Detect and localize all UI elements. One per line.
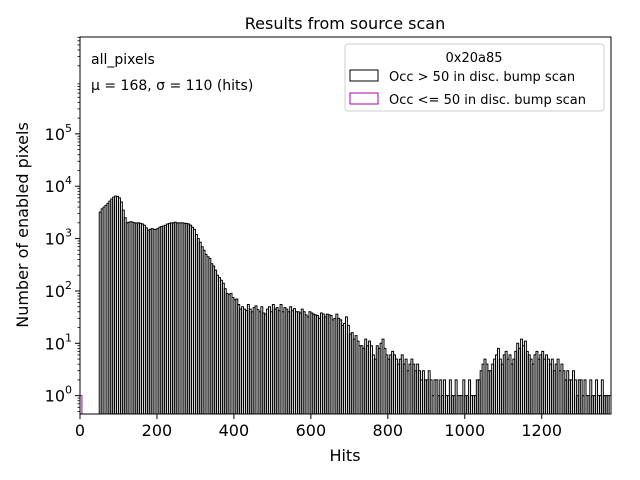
series-0	[98, 195, 612, 414]
legend-swatch-occ-high	[349, 69, 379, 82]
x-tick-label: 1200	[521, 421, 562, 440]
annotation-dataset-name: all_pixels	[91, 52, 155, 68]
x-tick-label: 1000	[444, 421, 485, 440]
legend: 0x20a85 Occ > 50 in disc. bump scan Occ …	[344, 43, 605, 112]
y-tick-label: 103	[45, 227, 72, 249]
legend-swatch-occ-low	[349, 92, 379, 105]
y-tick-label: 100	[45, 384, 72, 406]
y-tick-label: 102	[45, 279, 72, 301]
y-tick-label: 101	[45, 331, 72, 353]
y-tick-label: 104	[45, 174, 72, 196]
x-tick-label: 800	[373, 421, 404, 440]
series-layer	[79, 195, 612, 414]
x-tick-label: 200	[142, 421, 173, 440]
legend-title: 0x20a85	[445, 51, 502, 66]
y-axis: 100 101 102 103 104 105	[45, 36, 80, 412]
chart-title: Results from source scan	[245, 14, 445, 33]
legend-box	[344, 43, 605, 112]
legend-label-occ-low: Occ <= 50 in disc. bump scan	[389, 93, 586, 108]
x-tick-label: 600	[296, 421, 327, 440]
x-tick-label: 400	[219, 421, 250, 440]
legend-label-occ-high: Occ > 50 in disc. bump scan	[389, 70, 575, 85]
plot-frame	[79, 36, 612, 415]
annotation-statistics: μ = 168, σ = 110 (hits)	[91, 78, 253, 94]
y-axis-label: Number of enabled pixels	[13, 122, 32, 328]
y-tick-label: 105	[45, 122, 72, 144]
x-axis: 0 200 400 600 800 1000 1200	[75, 414, 562, 440]
x-axis-label: Hits	[329, 446, 360, 465]
x-tick-label: 0	[75, 421, 85, 440]
